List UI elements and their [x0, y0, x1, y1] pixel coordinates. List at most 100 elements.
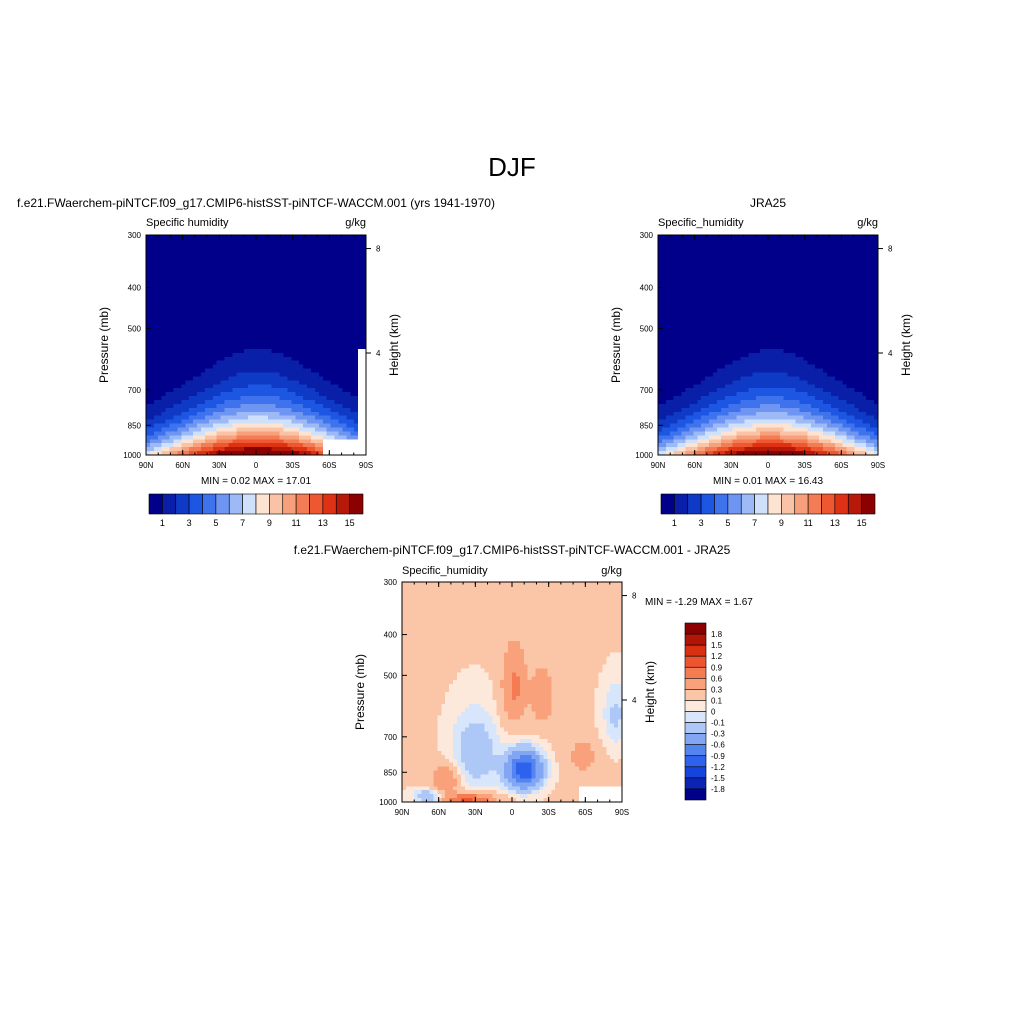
- field-cell: [358, 266, 363, 271]
- field-cell: [866, 242, 871, 248]
- field-cell: [303, 286, 308, 291]
- field-cell: [322, 235, 328, 240]
- field-cell: [665, 313, 671, 319]
- field-cell: [291, 419, 296, 425]
- field-cell: [838, 258, 844, 264]
- field-cell: [775, 262, 781, 268]
- field-cell: [771, 286, 777, 291]
- field-cell: [756, 309, 761, 315]
- field-cell: [815, 329, 820, 334]
- field-cell: [362, 325, 367, 330]
- field-cell: [303, 411, 308, 417]
- field-cell: [314, 447, 320, 452]
- field-cell: [279, 235, 285, 240]
- field-cell: [295, 372, 300, 378]
- field-cell: [720, 352, 726, 358]
- field-cell: [362, 411, 367, 417]
- field-cell: [228, 360, 234, 366]
- field-cell: [275, 376, 281, 381]
- field-cell: [713, 337, 718, 342]
- field-cell: [322, 411, 328, 417]
- field-cell: [252, 246, 257, 252]
- field-cell: [216, 254, 222, 260]
- field-cell: [330, 423, 336, 429]
- field-cell: [338, 384, 344, 389]
- field-cell: [779, 333, 785, 338]
- field-cell: [287, 439, 292, 444]
- field-cell: [279, 274, 285, 279]
- field-cell: [795, 293, 801, 299]
- field-cell: [299, 254, 304, 260]
- field-cell: [252, 317, 257, 323]
- field-cell: [862, 246, 867, 252]
- field-cell: [322, 337, 328, 342]
- field-cell: [689, 238, 694, 244]
- field-cell: [658, 274, 663, 279]
- field-cell: [216, 325, 222, 330]
- field-cell: [189, 372, 194, 378]
- field-cell: [224, 301, 230, 307]
- field-cell: [338, 321, 344, 326]
- field-cell: [661, 341, 667, 346]
- field-cell: [291, 242, 296, 248]
- field-cell: [854, 317, 859, 323]
- field-cell: [358, 364, 363, 370]
- field-cell: [326, 356, 332, 362]
- field-cell: [705, 333, 710, 338]
- field-cell: [232, 400, 237, 405]
- field-cell: [326, 254, 332, 260]
- field-cell: [322, 286, 328, 291]
- field-cell: [358, 451, 363, 456]
- field-cell: [701, 341, 706, 346]
- field-cell: [842, 286, 848, 291]
- field-cell: [775, 345, 781, 350]
- field-cell: [220, 341, 226, 346]
- field-cell: [193, 286, 198, 291]
- field-cell: [295, 309, 300, 315]
- field-cell: [689, 262, 694, 268]
- field-cell: [283, 278, 289, 283]
- field-cell: [728, 290, 734, 295]
- field-cell: [862, 313, 867, 319]
- field-cell: [669, 313, 675, 319]
- field-cell: [185, 435, 190, 440]
- field-cell: [705, 293, 710, 299]
- field-cell: [838, 293, 844, 299]
- field-cell: [819, 238, 824, 244]
- field-cell: [330, 321, 336, 326]
- field-cell: [189, 356, 194, 362]
- field-cell: [252, 250, 257, 256]
- field-cell: [291, 258, 296, 264]
- field-cell: [685, 282, 691, 287]
- field-cell: [185, 321, 190, 326]
- field-cell: [181, 309, 186, 315]
- field-cell: [256, 380, 261, 385]
- field-cell: [153, 384, 159, 389]
- field-cell: [291, 388, 296, 393]
- field-cell: [803, 270, 808, 275]
- field-cell: [342, 372, 347, 378]
- field-cell: [874, 258, 879, 264]
- field-cell: [169, 238, 175, 244]
- field-cell: [732, 262, 738, 268]
- field-cell: [185, 337, 190, 342]
- field-cell: [661, 337, 667, 342]
- field-cell: [311, 451, 316, 456]
- field-cell: [169, 317, 175, 323]
- field-cell: [291, 348, 296, 354]
- field-cell: [842, 270, 848, 275]
- field-cell: [193, 380, 198, 385]
- field-cell: [291, 360, 296, 366]
- field-cell: [811, 341, 816, 346]
- field-cell: [334, 242, 340, 248]
- field-cell: [740, 317, 746, 323]
- field-cell: [169, 376, 175, 381]
- field-cell: [830, 321, 836, 326]
- field-cell: [263, 313, 269, 319]
- field-cell: [823, 270, 828, 275]
- field-cell: [220, 301, 226, 307]
- field-cell: [185, 356, 190, 362]
- field-cell: [713, 282, 718, 287]
- field-cell: [275, 348, 281, 354]
- field-cell: [244, 337, 249, 342]
